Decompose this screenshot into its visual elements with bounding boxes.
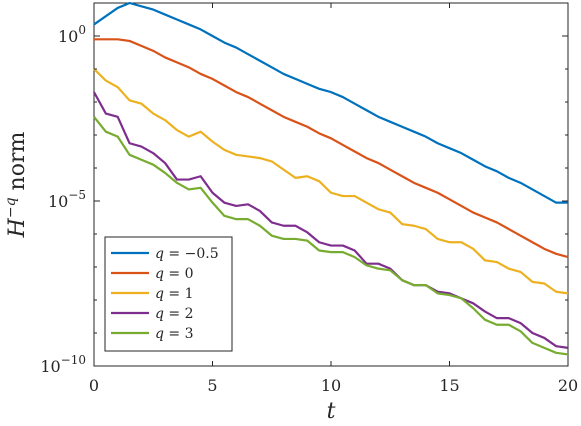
x-tick-label: 10 [321,376,341,395]
x-tick-label: 20 [558,376,578,395]
legend-label-4: q = 3 [155,326,194,342]
y-tick-label: 10−5 [48,188,86,211]
series-lines [93,1,569,356]
series-line-4 [93,116,569,356]
series-line-0 [93,1,568,204]
y-tick-label: 100 [58,23,86,46]
series-line-3 [93,91,569,349]
y-tick-label: 10−10 [40,353,86,376]
series-line-1 [94,38,569,259]
axis-ticks: 0 5 10 15 20 100 10−5 10−10 [40,2,578,395]
x-tick-label: 15 [439,376,459,395]
legend-label-0: q = −0.5 [155,246,219,262]
legend-label-2: q = 1 [155,286,194,302]
x-axis-label: t [327,399,336,424]
legend: q = −0.5 q = 0 q = 1 q = 2 q = 3 [104,236,233,352]
series-line-2 [93,68,569,295]
y-axis-label: H−q norm [3,132,30,239]
axis-labels: t H−q norm [3,132,336,424]
legend-label-1: q = 0 [155,266,194,282]
x-tick-label: 0 [89,376,99,395]
x-tick-label: 5 [207,376,217,395]
legend-label-3: q = 2 [155,306,194,322]
